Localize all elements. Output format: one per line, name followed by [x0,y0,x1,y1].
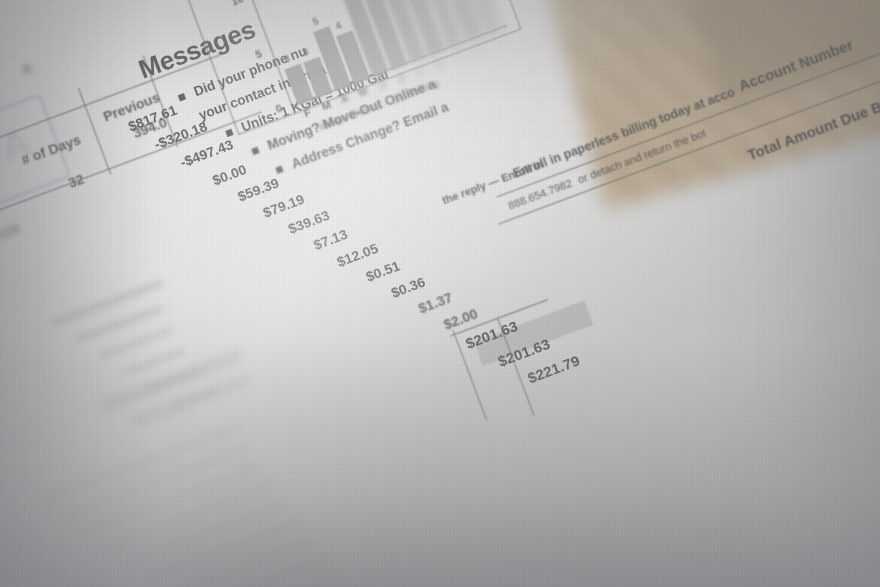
amount-value: $7.13 [311,225,350,254]
chart-xtick: J [396,71,407,86]
chart-xtick: D [488,36,501,51]
service-amount-label: A [19,59,34,78]
chart-xtick: O [451,50,464,65]
amount-value: $1.37 [416,289,455,317]
amount-value: $0.36 [388,273,428,301]
chart-xtick: N [470,43,482,58]
service-period-dates: 01/02/2026 [0,219,23,261]
table-rule-lower [0,0,122,40]
chart-xtick: A [413,64,426,79]
days-value: 32 [65,170,87,191]
chart-xtick: S [432,57,444,72]
stub-rule-lower [498,69,880,225]
amount-value: $0.51 [363,257,403,285]
message-bullet-icon: ■ [248,142,262,160]
account-number-label: Account Number [736,36,856,95]
amount-value: $0.00 [210,161,249,189]
amount-value: $2.00 [441,305,480,333]
message-bullet-icon: ■ [175,88,189,106]
